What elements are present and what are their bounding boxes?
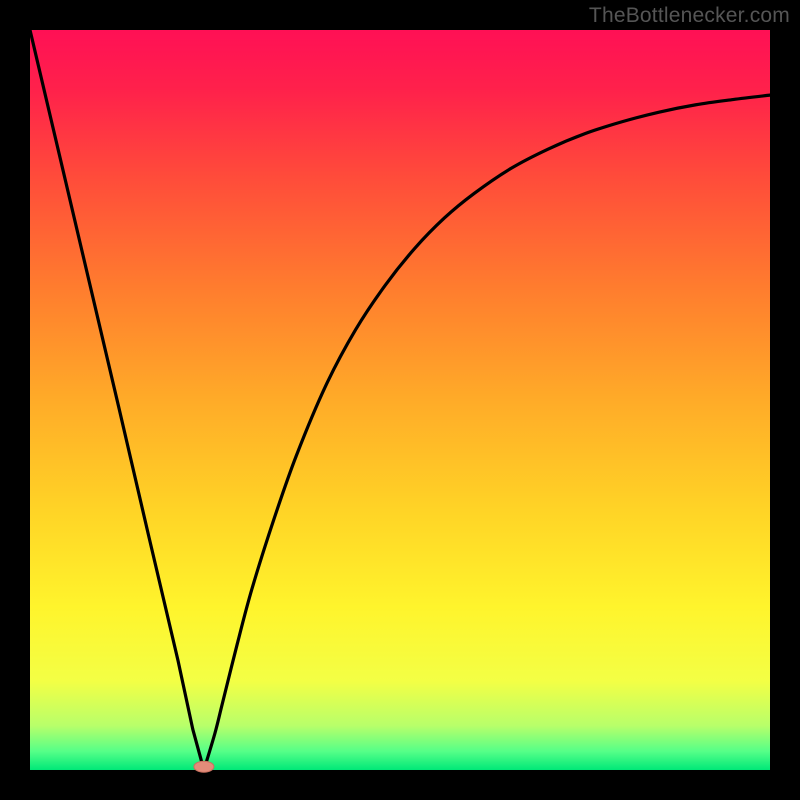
watermark-text: TheBottlenecker.com [589,4,790,28]
chart-container: TheBottlenecker.com [0,0,800,800]
bottleneck-chart [0,0,800,800]
minimum-point-marker [194,761,214,772]
chart-background-gradient [30,30,770,770]
